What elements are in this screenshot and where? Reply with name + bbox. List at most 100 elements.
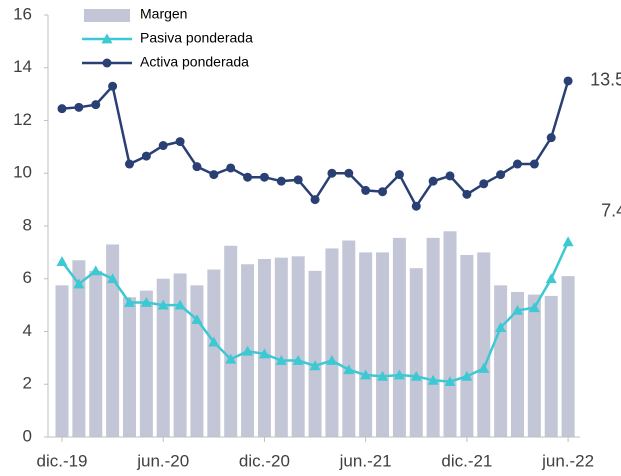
marker [462,189,472,199]
y-tick-label: 8 [23,215,32,234]
marker [511,304,523,315]
marker [528,302,540,313]
marker [276,176,286,186]
x-tick-label: dic.-20 [239,451,290,470]
marker [428,176,438,186]
bar [460,255,474,437]
series-line [61,80,570,209]
bar [325,248,339,437]
marker [275,355,287,365]
bar [494,285,508,437]
marker [360,369,372,380]
marker [90,265,102,276]
bar [376,252,390,437]
marker [461,370,473,381]
marker [293,175,303,185]
marker [411,201,421,211]
y-tick-label: 0 [23,426,32,445]
bar [207,269,221,437]
legend-label: Pasiva ponderada [140,30,253,46]
legend-swatch [84,9,130,22]
marker [361,185,371,195]
y-tick-label: 14 [13,57,32,76]
marker [562,236,574,247]
marker [479,179,489,189]
legend-marker [102,58,112,68]
marker [56,256,68,267]
bar [173,273,187,437]
marker [174,299,186,310]
bar [443,231,457,437]
marker [140,296,152,307]
bar [190,285,204,437]
marker [243,172,253,182]
bar [510,291,524,437]
marker [512,159,522,169]
marker [309,360,321,371]
marker [258,348,270,359]
bar [257,258,271,437]
y-tick-label: 16 [13,4,32,23]
marker [73,278,85,289]
bar [527,294,541,437]
y-tick-label: 12 [13,110,32,129]
marker [445,171,455,181]
bar [359,252,373,437]
marker [344,168,354,178]
marker [393,369,405,380]
marker [310,195,320,205]
x-tick-label: dic.-21 [441,451,492,470]
marker [495,322,507,332]
marker [427,374,439,385]
marker [292,355,304,365]
marker [57,104,67,114]
bar [274,257,288,437]
marker [529,159,539,169]
bar [477,252,491,437]
y-tick-label: 2 [23,374,32,393]
x-tick-label: jun.-20 [136,451,189,470]
marker [175,137,185,147]
bar [308,270,322,437]
marker [377,370,389,381]
marker [242,345,254,356]
marker [191,314,203,325]
bar [106,244,120,437]
marker [496,170,506,180]
y-tick-label: 4 [23,321,32,340]
marker [91,100,101,110]
marker [327,168,337,178]
end-label: 13.5 [590,70,621,90]
marker [208,336,220,347]
marker [259,172,269,182]
marker [563,76,573,86]
marker [394,170,404,180]
bar [139,290,153,437]
y-tick-label: 10 [13,163,32,182]
legend-label: Activa ponderada [140,54,249,70]
marker [444,376,456,387]
bar [544,295,558,437]
marker [226,163,236,173]
bar [156,278,170,437]
x-tick-label: jun.-22 [541,451,594,470]
bar [426,237,440,437]
marker [545,273,557,284]
bar [55,285,69,437]
marker [478,362,490,373]
bar [224,245,238,437]
bar [72,260,86,437]
bar [89,270,103,437]
marker [108,81,118,91]
marker [158,141,168,151]
legend-label: Margen [140,6,187,22]
marker [124,159,134,169]
marker [546,133,556,143]
marker [343,364,355,375]
bar [122,297,136,437]
legend-marker [101,33,113,44]
end-label: 7.4 [601,201,621,221]
marker [141,151,151,161]
bar [392,237,406,437]
